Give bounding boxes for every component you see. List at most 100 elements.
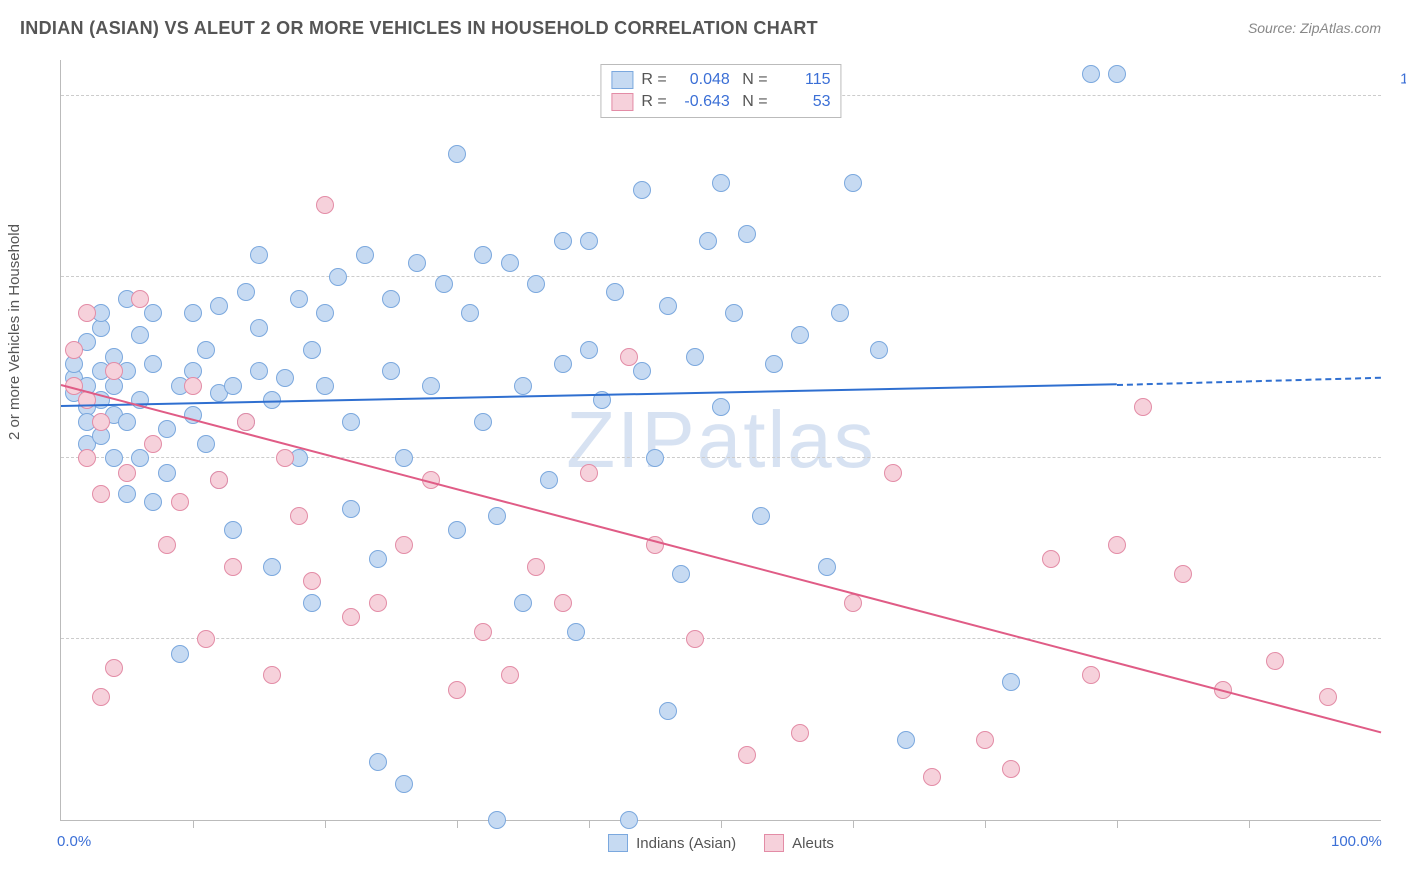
legend-item-indians: Indians (Asian) xyxy=(608,834,736,852)
data-point-indians xyxy=(197,341,215,359)
chart-title: INDIAN (ASIAN) VS ALEUT 2 OR MORE VEHICL… xyxy=(20,18,818,39)
data-point-indians xyxy=(369,753,387,771)
data-point-aleuts xyxy=(448,681,466,699)
data-point-indians xyxy=(144,355,162,373)
data-point-indians xyxy=(369,550,387,568)
data-point-indians xyxy=(1108,65,1126,83)
data-point-indians xyxy=(144,493,162,511)
legend-row-aleuts: R = -0.643 N = 53 xyxy=(611,91,830,113)
x-tick xyxy=(457,820,458,828)
correlation-legend: R = 0.048 N = 115 R = -0.643 N = 53 xyxy=(600,64,841,118)
data-point-indians xyxy=(488,507,506,525)
data-point-indians xyxy=(527,275,545,293)
data-point-aleuts xyxy=(303,572,321,590)
gridline xyxy=(61,638,1381,639)
data-point-aleuts xyxy=(620,348,638,366)
data-point-indians xyxy=(870,341,888,359)
data-point-aleuts xyxy=(923,768,941,786)
data-point-aleuts xyxy=(342,608,360,626)
data-point-indians xyxy=(382,290,400,308)
data-point-indians xyxy=(395,775,413,793)
data-point-indians xyxy=(435,275,453,293)
x-tick xyxy=(193,820,194,828)
data-point-indians xyxy=(342,413,360,431)
data-point-indians xyxy=(488,811,506,829)
y-tick-label: 50.0% xyxy=(1391,433,1406,450)
data-point-indians xyxy=(712,398,730,416)
data-point-indians xyxy=(250,319,268,337)
data-point-indians xyxy=(567,623,585,641)
gridline xyxy=(61,457,1381,458)
data-point-aleuts xyxy=(276,449,294,467)
data-point-indians xyxy=(448,521,466,539)
data-point-aleuts xyxy=(527,558,545,576)
data-point-indians xyxy=(633,362,651,380)
data-point-aleuts xyxy=(1042,550,1060,568)
data-point-aleuts xyxy=(158,536,176,554)
data-point-indians xyxy=(897,731,915,749)
data-point-indians xyxy=(620,811,638,829)
data-point-indians xyxy=(408,254,426,272)
data-point-indians xyxy=(250,362,268,380)
data-point-aleuts xyxy=(474,623,492,641)
scatter-plot: ZIPatlas R = 0.048 N = 115 R = -0.643 N … xyxy=(60,60,1381,821)
data-point-indians xyxy=(144,304,162,322)
data-point-indians xyxy=(1082,65,1100,83)
data-point-aleuts xyxy=(197,630,215,648)
data-point-aleuts xyxy=(976,731,994,749)
x-tick xyxy=(589,820,590,828)
data-point-aleuts xyxy=(501,666,519,684)
data-point-indians xyxy=(105,449,123,467)
data-point-aleuts xyxy=(171,493,189,511)
data-point-aleuts xyxy=(844,594,862,612)
data-point-indians xyxy=(118,413,136,431)
data-point-aleuts xyxy=(224,558,242,576)
data-point-indians xyxy=(633,181,651,199)
data-point-indians xyxy=(712,174,730,192)
y-tick-label: 25.0% xyxy=(1391,614,1406,631)
data-point-aleuts xyxy=(118,464,136,482)
y-axis-label: 2 or more Vehicles in Household xyxy=(6,224,23,440)
data-point-indians xyxy=(791,326,809,344)
data-point-indians xyxy=(659,702,677,720)
data-point-indians xyxy=(131,449,149,467)
data-point-indians xyxy=(514,594,532,612)
data-point-aleuts xyxy=(1002,760,1020,778)
data-point-indians xyxy=(224,377,242,395)
data-point-aleuts xyxy=(1134,398,1152,416)
data-point-indians xyxy=(158,464,176,482)
data-point-indians xyxy=(303,594,321,612)
data-point-indians xyxy=(171,645,189,663)
n-value-indians: 115 xyxy=(776,71,831,89)
data-point-aleuts xyxy=(554,594,572,612)
x-tick-label: 0.0% xyxy=(57,833,91,850)
data-point-aleuts xyxy=(369,594,387,612)
legend-swatch-icon xyxy=(608,834,628,852)
data-point-aleuts xyxy=(78,304,96,322)
data-point-indians xyxy=(580,341,598,359)
x-tick xyxy=(985,820,986,828)
x-tick-label: 100.0% xyxy=(1331,833,1382,850)
data-point-indians xyxy=(765,355,783,373)
data-point-indians xyxy=(844,174,862,192)
data-point-indians xyxy=(699,232,717,250)
data-point-aleuts xyxy=(395,536,413,554)
data-point-indians xyxy=(540,471,558,489)
data-point-indians xyxy=(580,232,598,250)
data-point-aleuts xyxy=(65,341,83,359)
r-value-aleuts: -0.643 xyxy=(675,93,730,111)
data-point-aleuts xyxy=(290,507,308,525)
data-point-indians xyxy=(263,558,281,576)
data-point-aleuts xyxy=(580,464,598,482)
gridline xyxy=(61,276,1381,277)
data-point-indians xyxy=(329,268,347,286)
data-point-indians xyxy=(237,283,255,301)
data-point-indians xyxy=(461,304,479,322)
data-point-indians xyxy=(316,304,334,322)
data-point-indians xyxy=(474,413,492,431)
data-point-aleuts xyxy=(92,485,110,503)
data-point-indians xyxy=(686,348,704,366)
data-point-indians xyxy=(290,290,308,308)
data-point-aleuts xyxy=(92,688,110,706)
data-point-aleuts xyxy=(738,746,756,764)
